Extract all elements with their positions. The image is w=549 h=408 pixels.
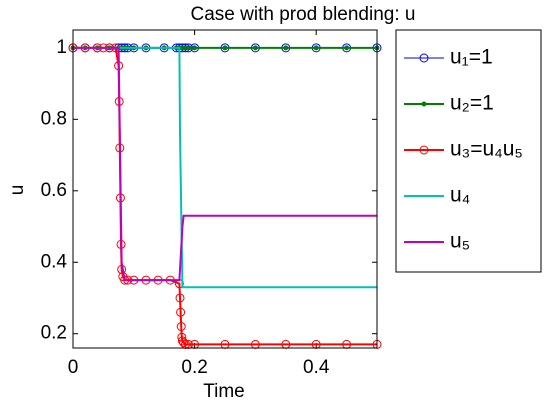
chart-title: Case with prod blending: u: [191, 4, 416, 25]
x-axis-label: Time: [203, 381, 245, 402]
marker: [283, 45, 289, 51]
marker: [176, 322, 186, 332]
y-tick-label: 1: [56, 37, 67, 58]
y-axis-label: u: [7, 185, 28, 196]
x-tick-label: 0: [68, 357, 79, 378]
marker: [175, 293, 185, 303]
marker: [419, 53, 429, 63]
x-tick-label: 0.2: [181, 357, 207, 378]
y-tick-label: 0.8: [41, 108, 67, 129]
marker: [177, 332, 187, 342]
series-line: [73, 46, 377, 282]
y-tick-label: 0.6: [41, 180, 67, 201]
y-tick-label: 0.2: [41, 323, 67, 344]
y-tick-label: 0.4: [41, 251, 68, 272]
series-line: [73, 46, 377, 289]
legend-label: u₅: [450, 230, 470, 253]
legend-label: u₂=1: [450, 92, 494, 115]
x-tick-label: 0.4: [303, 357, 330, 378]
legend-label: u₃=u₄u₅: [450, 138, 523, 161]
marker: [419, 145, 429, 155]
marker: [421, 101, 427, 107]
marker: [252, 45, 258, 51]
legend-label: u₁=1: [450, 46, 493, 69]
legend-label: u₄: [450, 184, 470, 207]
axes-box: [72, 29, 378, 349]
marker: [192, 45, 198, 51]
marker: [313, 45, 319, 51]
marker: [176, 307, 186, 317]
marker: [222, 45, 228, 51]
marker: [344, 45, 350, 51]
marker: [179, 338, 189, 348]
marker: [186, 45, 192, 51]
